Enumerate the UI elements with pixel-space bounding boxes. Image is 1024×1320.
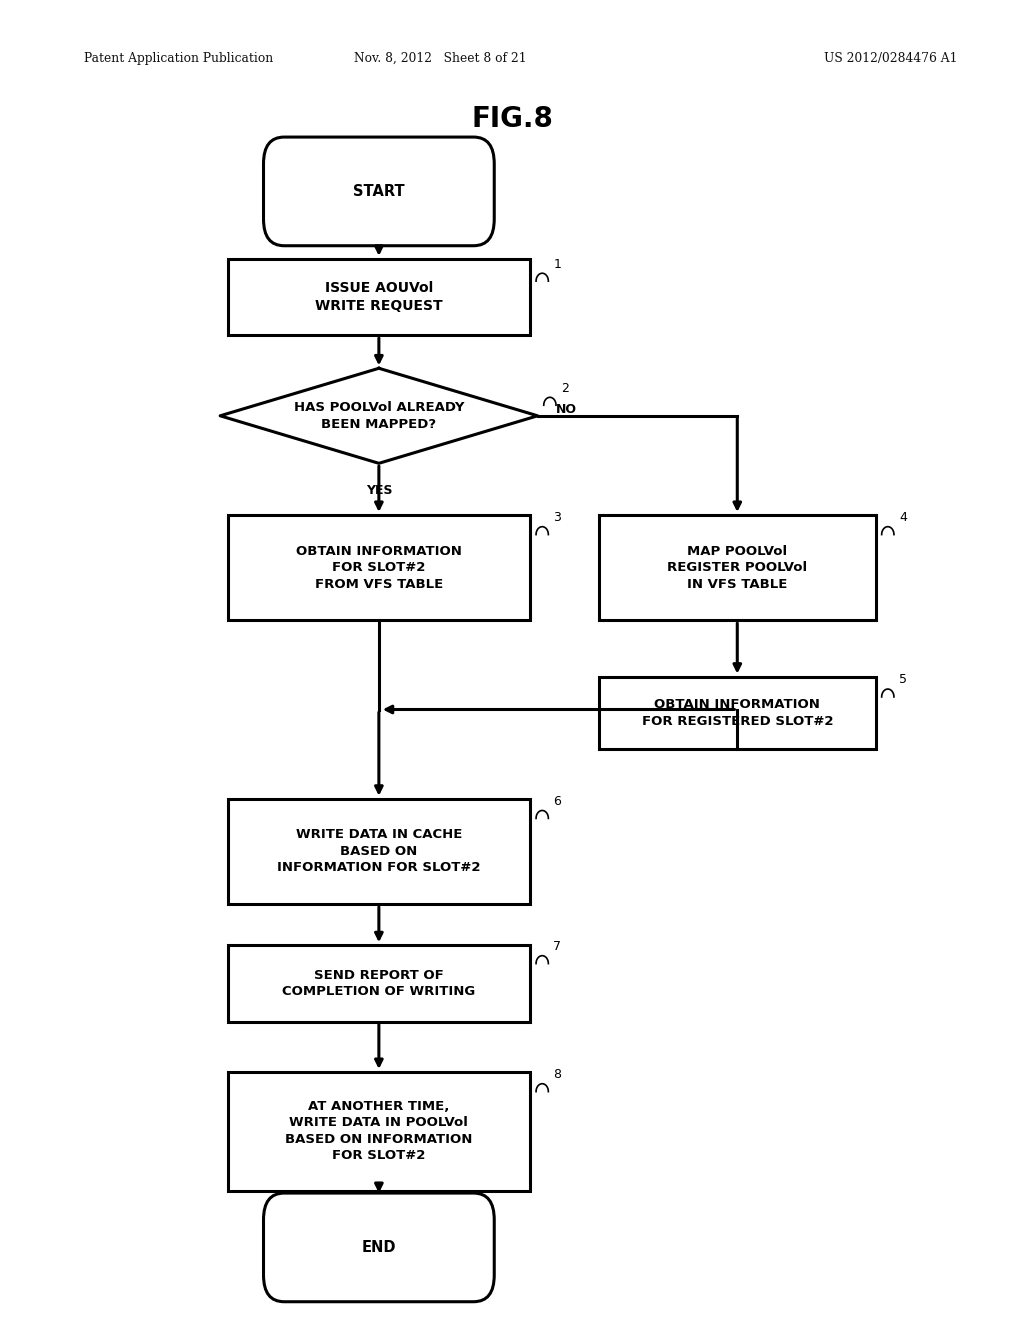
Text: OBTAIN INFORMATION
FOR REGISTERED SLOT#2: OBTAIN INFORMATION FOR REGISTERED SLOT#2 [641, 698, 834, 727]
Text: WRITE DATA IN CACHE
BASED ON
INFORMATION FOR SLOT#2: WRITE DATA IN CACHE BASED ON INFORMATION… [278, 829, 480, 874]
Text: MAP POOLVol
REGISTER POOLVol
IN VFS TABLE: MAP POOLVol REGISTER POOLVol IN VFS TABL… [668, 545, 807, 590]
Text: YES: YES [366, 484, 392, 498]
Bar [599, 515, 876, 620]
Text: END: END [361, 1239, 396, 1255]
Text: 7: 7 [553, 940, 561, 953]
Text: HAS POOLVol ALREADY
BEEN MAPPED?: HAS POOLVol ALREADY BEEN MAPPED? [294, 401, 464, 430]
Bar [227, 1072, 530, 1191]
FancyBboxPatch shape [263, 1193, 495, 1302]
Text: NO: NO [556, 403, 578, 416]
Text: Patent Application Publication: Patent Application Publication [84, 51, 273, 65]
Text: 3: 3 [553, 511, 561, 524]
Bar [599, 676, 876, 750]
Text: 6: 6 [553, 795, 561, 808]
Text: 4: 4 [899, 511, 907, 524]
Text: 8: 8 [553, 1068, 561, 1081]
Bar [227, 945, 530, 1022]
Text: 2: 2 [561, 381, 569, 395]
Polygon shape [220, 368, 538, 463]
Text: Nov. 8, 2012   Sheet 8 of 21: Nov. 8, 2012 Sheet 8 of 21 [354, 51, 526, 65]
Text: US 2012/0284476 A1: US 2012/0284476 A1 [824, 51, 957, 65]
Text: 5: 5 [899, 673, 907, 686]
Text: SEND REPORT OF
COMPLETION OF WRITING: SEND REPORT OF COMPLETION OF WRITING [283, 969, 475, 998]
FancyBboxPatch shape [263, 137, 495, 246]
Text: AT ANOTHER TIME,
WRITE DATA IN POOLVol
BASED ON INFORMATION
FOR SLOT#2: AT ANOTHER TIME, WRITE DATA IN POOLVol B… [286, 1100, 472, 1163]
Bar [227, 799, 530, 904]
Bar [227, 515, 530, 620]
Text: FIG.8: FIG.8 [471, 104, 553, 133]
Text: ISSUE AOUVol
WRITE REQUEST: ISSUE AOUVol WRITE REQUEST [315, 281, 442, 313]
Text: OBTAIN INFORMATION
FOR SLOT#2
FROM VFS TABLE: OBTAIN INFORMATION FOR SLOT#2 FROM VFS T… [296, 545, 462, 590]
Text: START: START [353, 183, 404, 199]
Text: 1: 1 [553, 257, 561, 271]
Bar [227, 259, 530, 335]
